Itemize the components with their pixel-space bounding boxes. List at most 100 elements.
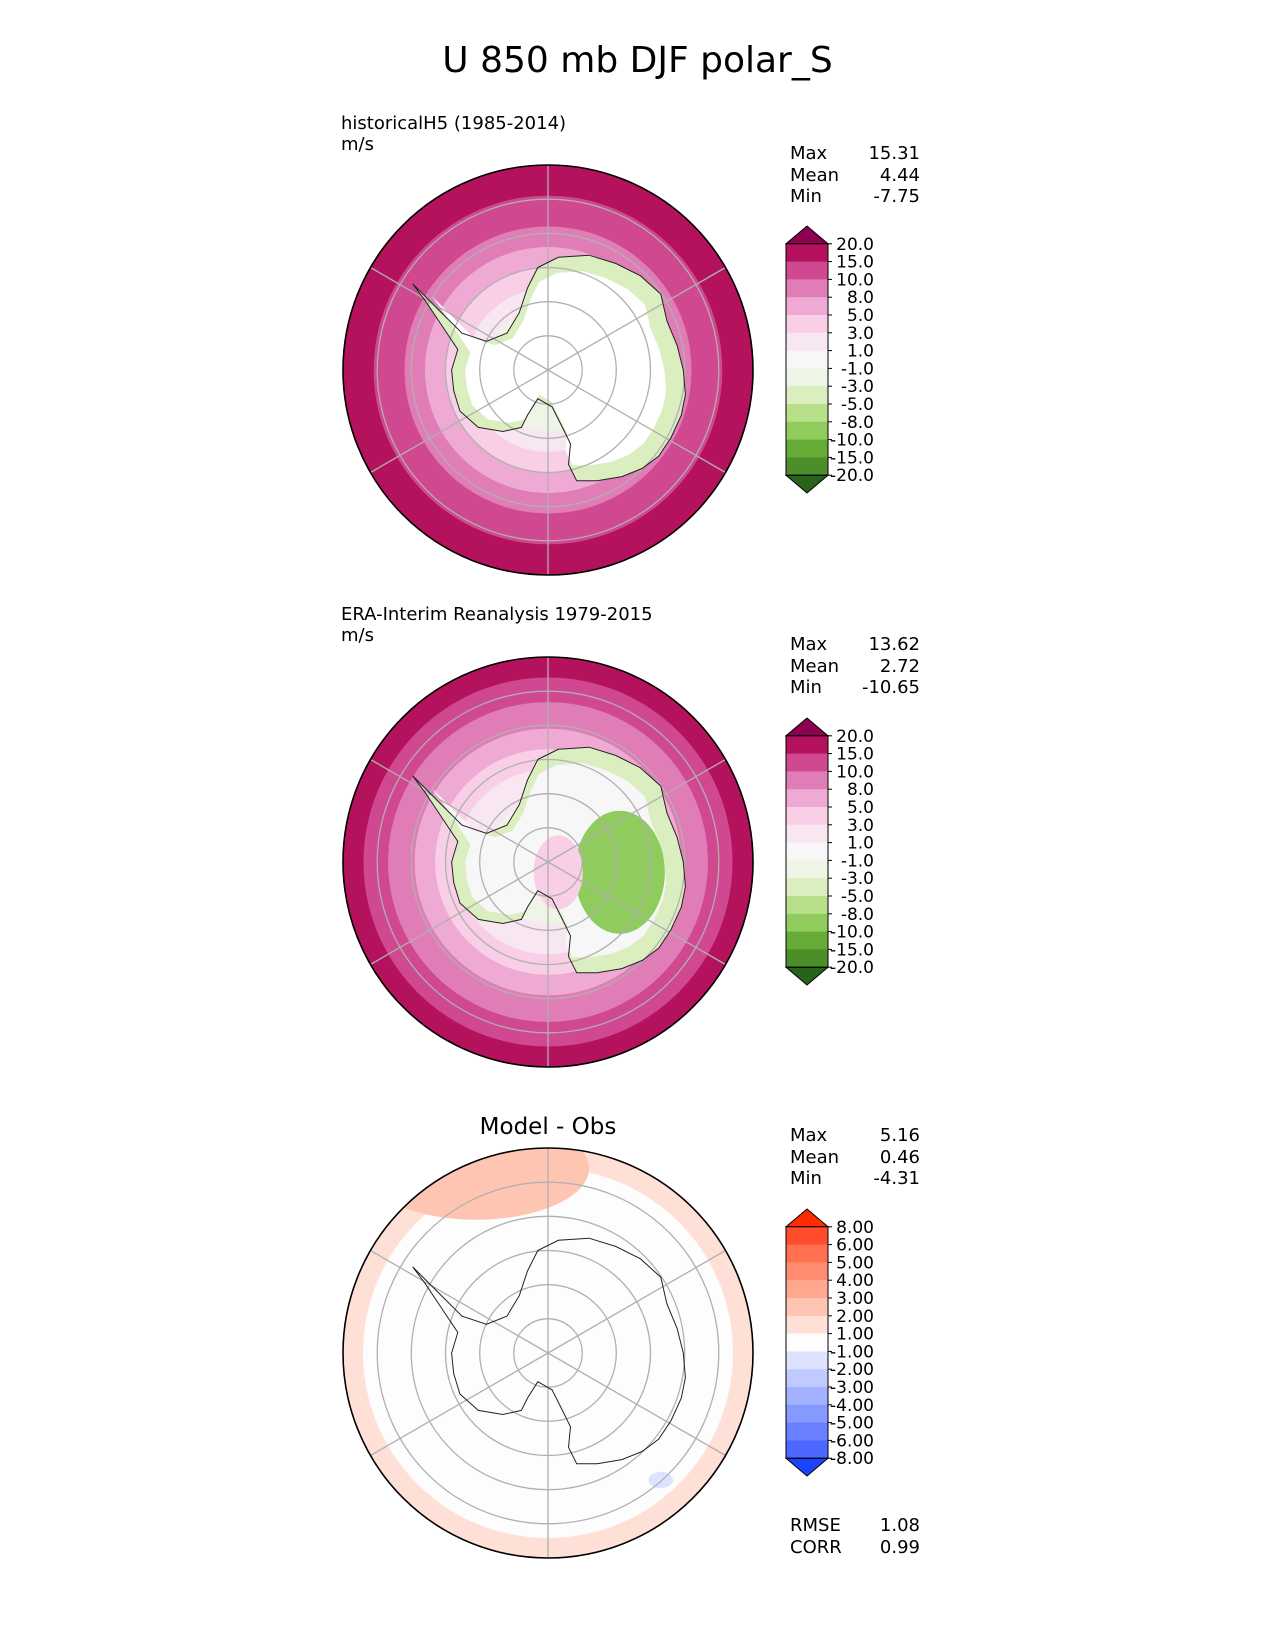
colorbar-tick-label: 1.00 <box>836 1325 874 1345</box>
colorbar-segment <box>786 1369 828 1388</box>
meridian-line <box>547 1249 726 1354</box>
colorbar-tick-label: -3.00 <box>830 1378 874 1398</box>
colorbar-tick-label: 20.0 <box>836 727 874 747</box>
colorbar-extend-top <box>784 717 830 737</box>
diff-stats: Max 5.16 Mean 0.46 Min -4.31 <box>790 1125 920 1190</box>
map-boundary <box>342 656 754 1068</box>
colorbar-tick-label: 6.00 <box>836 1236 874 1256</box>
colorbar-tick-label: 5.0 <box>847 798 874 818</box>
obs-units: m/s <box>341 625 374 646</box>
rmse-value: 1.08 <box>879 1515 920 1536</box>
colorbar-tick-label: -15.0 <box>830 940 874 960</box>
colorbar-tick-label: 3.0 <box>847 816 874 836</box>
colorbar-tick-label: -3.0 <box>841 869 874 889</box>
obs-max: 13.62 <box>868 634 920 655</box>
obs-min: -10.65 <box>861 677 920 698</box>
map-boundary <box>342 1147 754 1559</box>
map-boundary <box>342 164 754 576</box>
diff-negative-patch <box>648 1471 674 1489</box>
colorbar-segment <box>786 913 828 933</box>
colorbar-tick-label: -5.0 <box>841 395 874 415</box>
colorbar-extend-top <box>784 1208 830 1228</box>
colorbar-tick-label: -5.00 <box>830 1414 874 1434</box>
colorbar-tick-label: -15.0 <box>830 448 874 468</box>
colorbar-tick-label: 3.00 <box>836 1289 874 1309</box>
meridian-line <box>547 369 726 474</box>
model-min: -7.75 <box>873 186 920 207</box>
colorbar-tick-label: -6.00 <box>830 1431 874 1451</box>
colorbar-tick-label: -3.0 <box>841 377 874 397</box>
polar-map-diff <box>342 1147 754 1559</box>
colorbar-tick-label: -8.0 <box>841 413 874 433</box>
colorbar-tick-label: 4.00 <box>836 1271 874 1291</box>
colorbar-tick-label: -2.00 <box>830 1360 874 1380</box>
stat-label-mean: Mean <box>790 1146 840 1168</box>
colorbar-tick-label: 20.0 <box>836 235 874 255</box>
field-model <box>343 165 753 575</box>
colorbar-segment <box>786 297 828 316</box>
coastline <box>412 254 686 482</box>
corr-label: CORR <box>790 1536 842 1558</box>
colorbar-obs: 20.015.010.08.05.03.01.0-1.0-3.0-5.0-8.0… <box>784 717 874 986</box>
stat-label-min: Min <box>790 1168 822 1189</box>
colorbar-segment <box>786 439 828 458</box>
colorbar-tick-label: 8.0 <box>847 780 874 800</box>
colorbar-segment <box>786 807 828 826</box>
colorbar-segment <box>786 824 828 844</box>
colorbar-segment <box>786 842 828 861</box>
obs-mean: 2.72 <box>879 655 920 677</box>
diff-positive-patch <box>363 1148 589 1220</box>
model-mean: 4.44 <box>879 164 920 186</box>
colorbar-tick-label: 8.0 <box>847 288 874 308</box>
diff-panel-title: Model - Obs <box>479 1114 617 1140</box>
colorbar-segment <box>786 421 828 441</box>
colorbar-tick-label: 1.0 <box>847 342 874 362</box>
meridian-line <box>370 369 549 474</box>
colorbar-segment <box>786 243 828 263</box>
colorbar-tick-label: -8.00 <box>830 1449 874 1469</box>
colorbar-tick-label: -10.0 <box>830 431 874 451</box>
colorbar-extend-bottom <box>784 474 830 494</box>
colorbar-frame <box>785 735 829 968</box>
colorbar-segment <box>786 860 828 879</box>
colorbar-segment <box>786 1333 828 1352</box>
polar-map-model <box>342 164 754 576</box>
diff-min: -4.31 <box>873 1168 920 1189</box>
easterly-core <box>574 810 665 934</box>
diff-mean: 0.46 <box>879 1146 920 1168</box>
colorbar-tick-label: 5.00 <box>836 1253 874 1273</box>
colorbar-extend-bottom <box>784 966 830 986</box>
colorbar-segment <box>786 1315 828 1335</box>
stat-label-min: Min <box>790 186 822 207</box>
rmse-label: RMSE <box>790 1515 841 1536</box>
meridian-line <box>370 1249 549 1354</box>
colorbar-frame <box>785 1226 829 1459</box>
meridian-line <box>547 861 726 966</box>
model-stats: Max 15.31 Mean 4.44 Min -7.75 <box>790 143 920 208</box>
model-max: 15.31 <box>868 143 920 164</box>
obs-stats: Max 13.62 Mean 2.72 Min -10.65 <box>790 634 920 699</box>
meridian-line <box>547 758 726 863</box>
meridian-line <box>547 1352 726 1457</box>
colorbar-tick-label: -4.00 <box>830 1396 874 1416</box>
colorbar-segment <box>786 368 828 387</box>
obs-panel-title: ERA-Interim Reanalysis 1979-2015 m/s <box>341 604 653 646</box>
colorbar-tick-label: 2.00 <box>836 1307 874 1327</box>
colorbar-extend-bottom <box>784 1457 830 1477</box>
colorbar-tick-label: -1.00 <box>830 1342 874 1362</box>
graticule <box>370 657 726 1067</box>
model-name: historicalH5 (1985-2014) <box>341 113 567 134</box>
obs-name: ERA-Interim Reanalysis 1979-2015 <box>341 604 653 625</box>
colorbar-tick-label: 15.0 <box>836 253 874 273</box>
colorbar-segment <box>786 1244 828 1263</box>
diff-max: 5.16 <box>879 1125 920 1146</box>
colorbar-tick-label: 3.0 <box>847 324 874 344</box>
coastline <box>412 1237 686 1465</box>
colorbar-tick-label: -20.0 <box>830 958 874 978</box>
field-obs <box>343 657 753 1067</box>
colorbar-segment <box>786 949 828 968</box>
stat-label-mean: Mean <box>790 655 840 677</box>
stat-label-max: Max <box>790 634 828 655</box>
model-units: m/s <box>341 134 374 155</box>
stat-label-min: Min <box>790 677 822 698</box>
